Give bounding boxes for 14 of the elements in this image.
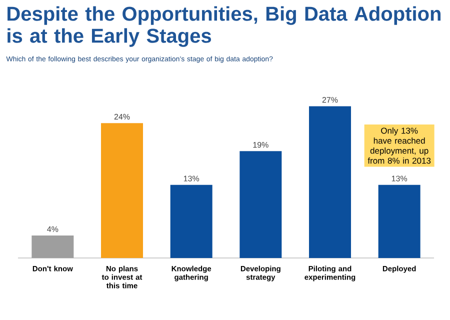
data-label: 4% — [47, 226, 58, 232]
annotation: Only 13% have reached deployment, up from 8% in 2013 — [368, 127, 431, 164]
bar — [32, 236, 74, 258]
bar — [170, 184, 212, 258]
bar — [378, 184, 420, 258]
data-label: 24% — [114, 114, 130, 120]
bar — [240, 151, 282, 258]
data-label: 27% — [322, 97, 338, 103]
chart-title: Despite the Opportunities, Big Data Adoption is at the Early Stages — [8, 6, 441, 47]
bar — [101, 123, 144, 258]
data-label: 19% — [253, 142, 268, 148]
data-label: 13% — [392, 176, 408, 182]
bar — [309, 106, 351, 258]
data-label: 13% — [184, 176, 200, 182]
